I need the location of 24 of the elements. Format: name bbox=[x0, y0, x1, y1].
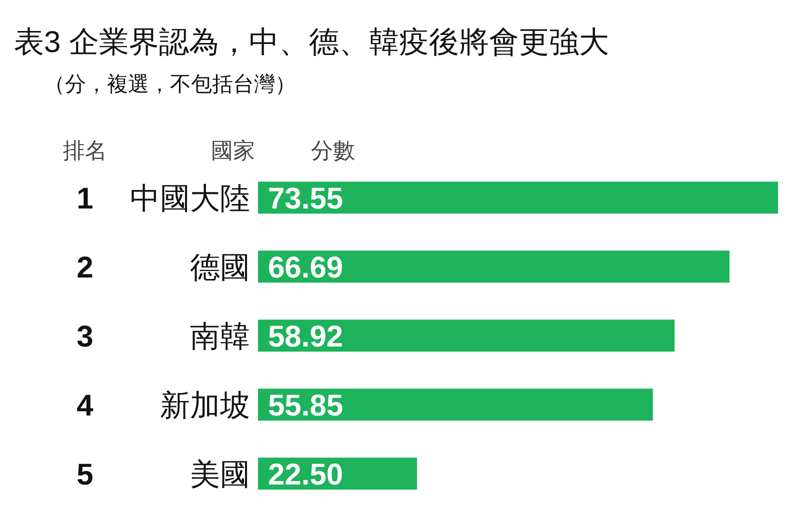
y-tick-label: 中國大陸 bbox=[130, 182, 250, 216]
data-label: 22.50 bbox=[268, 458, 344, 492]
bar bbox=[258, 388, 653, 421]
text: 4 bbox=[76, 390, 94, 422]
y-tick-label: 南韓 bbox=[190, 320, 250, 354]
y-tick-label: 新加坡 bbox=[160, 390, 250, 422]
data-label: 66.69 bbox=[268, 251, 344, 284]
text: 國家 bbox=[210, 137, 256, 165]
y-tick-label: 美國 bbox=[190, 458, 250, 492]
data-label: 73.55 bbox=[268, 182, 344, 216]
bar bbox=[258, 182, 778, 214]
chart-title: 表3 企業界認為，中、德、韓疫後將會更強大 bbox=[14, 25, 610, 61]
y-tick-label: 德國 bbox=[190, 252, 250, 284]
text: 2 bbox=[76, 252, 94, 284]
text: 1 bbox=[76, 182, 94, 216]
bar bbox=[258, 250, 730, 283]
chart-subtitle: （分，複選，不包括台灣） bbox=[44, 72, 296, 98]
data-label: 55.85 bbox=[268, 389, 344, 422]
text: 5 bbox=[76, 458, 94, 492]
data-label: 58.92 bbox=[268, 320, 344, 354]
bar bbox=[258, 320, 675, 352]
text: 分數 bbox=[310, 137, 356, 165]
text: 排名 bbox=[62, 137, 108, 165]
text: 3 bbox=[76, 320, 94, 354]
